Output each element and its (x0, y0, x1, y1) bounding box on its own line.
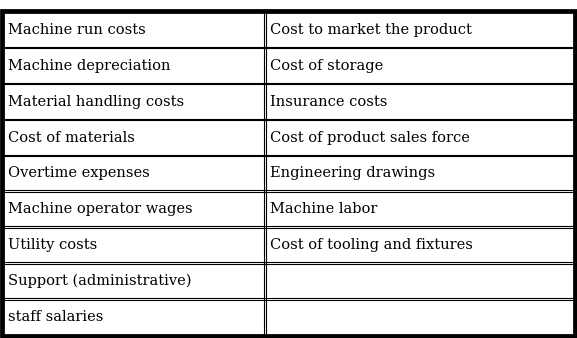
Text: Machine depreciation: Machine depreciation (8, 59, 170, 73)
Text: Cost of tooling and fixtures: Cost of tooling and fixtures (270, 238, 473, 252)
Text: Support (administrative): Support (administrative) (8, 274, 192, 288)
Text: Machine labor: Machine labor (270, 202, 377, 216)
Text: Cost of storage: Cost of storage (270, 59, 383, 73)
Text: Material handling costs: Material handling costs (8, 95, 184, 109)
Text: Machine run costs: Machine run costs (8, 23, 146, 37)
Text: staff salaries: staff salaries (8, 310, 103, 324)
Text: Cost of product sales force: Cost of product sales force (270, 130, 470, 145)
Text: Cost of materials: Cost of materials (8, 130, 135, 145)
Text: Engineering drawings: Engineering drawings (270, 167, 435, 180)
Text: Utility costs: Utility costs (8, 238, 98, 252)
Text: Insurance costs: Insurance costs (270, 95, 387, 109)
Text: Overtime expenses: Overtime expenses (8, 167, 150, 180)
Text: Machine operator wages: Machine operator wages (8, 202, 193, 216)
Text: Cost to market the product: Cost to market the product (270, 23, 472, 37)
